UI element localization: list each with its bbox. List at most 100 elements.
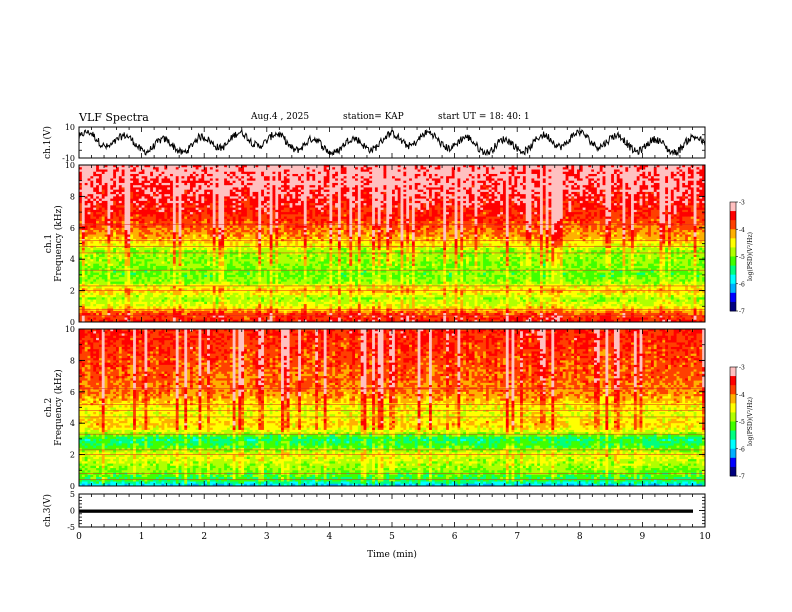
spectrogram-cell xyxy=(614,176,617,179)
spectrogram-cell xyxy=(164,167,167,170)
spectrogram-cell xyxy=(247,176,250,179)
spectrogram-cell xyxy=(597,176,600,179)
spectrogram-cell xyxy=(583,167,586,170)
spectrogram-cell xyxy=(483,176,486,179)
spectrogram-cell xyxy=(110,167,113,170)
spectrogram-cell xyxy=(426,167,429,170)
spectrogram-cell xyxy=(369,176,372,179)
spectrogram-cell xyxy=(85,167,88,170)
spectrogram-cell xyxy=(321,176,324,179)
spectrogram-cell xyxy=(327,176,330,179)
spectrogram-cell xyxy=(423,176,426,179)
spectrogram-cell xyxy=(147,167,150,170)
spectrogram-cell xyxy=(383,176,386,179)
spectrogram-cell xyxy=(460,176,463,179)
spectrogram-cell xyxy=(255,167,258,170)
spectrogram-cell xyxy=(466,176,469,179)
spectrogram-cell xyxy=(514,176,517,179)
spectrogram-cell xyxy=(361,167,364,170)
spectrogram-cell xyxy=(580,167,583,170)
spectrogram-cell xyxy=(358,176,361,179)
spectrogram-cell xyxy=(438,176,441,179)
spectrogram-cell xyxy=(247,167,250,170)
spectrogram-cell xyxy=(543,176,546,179)
spectrogram-cell xyxy=(412,176,415,179)
spectrogram-cell xyxy=(591,176,594,179)
spectrogram-cell xyxy=(628,176,631,179)
spectrogram-cell xyxy=(659,167,662,170)
spectrogram-cell xyxy=(272,176,275,179)
spectrogram-cell xyxy=(523,176,526,179)
spectrogram-cell xyxy=(236,167,239,170)
spectrogram-cell xyxy=(213,176,216,179)
spectrogram-cell xyxy=(534,176,537,179)
spectrogram-cell xyxy=(386,176,389,179)
spectrogram-cell xyxy=(210,176,213,179)
spectrogram-cell xyxy=(688,167,691,170)
spectrogram-cell xyxy=(475,167,478,170)
spectrogram-cell xyxy=(107,167,110,170)
spectrogram-cell xyxy=(563,176,566,179)
spectrogram-cell xyxy=(130,167,133,170)
spectrogram-cell xyxy=(463,167,466,170)
spectrogram-cell xyxy=(657,167,660,170)
spectrogram-cell xyxy=(605,176,608,179)
spectrogram-cell xyxy=(546,167,549,170)
spectrogram-cell xyxy=(275,167,278,170)
spectrogram-cell xyxy=(563,167,566,170)
spectrogram-cell xyxy=(93,167,96,170)
spectrogram-cell xyxy=(415,176,418,179)
spectrogram-cell xyxy=(164,176,167,179)
spectrogram-cell xyxy=(341,167,344,170)
spectrogram-cell xyxy=(315,176,318,179)
spectrogram-cell xyxy=(617,176,620,179)
spectrogram-cell xyxy=(401,167,404,170)
spectrogram-cell xyxy=(583,176,586,179)
spectrogram-cell xyxy=(472,176,475,179)
spectrogram-cell xyxy=(395,167,398,170)
spectrogram-cell xyxy=(517,167,520,170)
spectrogram-cell xyxy=(372,167,375,170)
spectrogram-cell xyxy=(605,167,608,170)
spectrogram-cell xyxy=(344,167,347,170)
spectrogram-cell xyxy=(415,167,418,170)
spectrogram-cell xyxy=(102,167,105,170)
spectrogram-cell xyxy=(153,176,156,179)
spectrogram-cell xyxy=(375,176,378,179)
spectrogram-cell xyxy=(446,176,449,179)
spectrogram-cell xyxy=(125,167,128,170)
spectrogram-cell xyxy=(284,176,287,179)
spectrogram-cell xyxy=(335,167,338,170)
spectrogram-cell xyxy=(560,176,563,179)
spectrogram-cell xyxy=(324,176,327,179)
spectrogram-cell xyxy=(162,167,165,170)
spectrogram-cell xyxy=(392,167,395,170)
spectrogram-cell xyxy=(355,176,358,179)
spectrogram-cell xyxy=(600,176,603,179)
spectrogram-cell xyxy=(597,167,600,170)
spectrogram-cell xyxy=(238,176,241,179)
spectrogram-cell xyxy=(113,176,116,179)
spectrogram-cell xyxy=(665,167,668,170)
spectrogram-cell xyxy=(122,176,125,179)
spectrogram-cell xyxy=(494,176,497,179)
spectrogram-cell xyxy=(640,176,643,179)
spectrogram-cell xyxy=(241,176,244,179)
spectrogram-cell xyxy=(443,176,446,179)
spectrogram-cell xyxy=(142,176,145,179)
spectrogram-cell xyxy=(551,167,554,170)
spectrogram-cell xyxy=(159,176,162,179)
spectrogram-cell xyxy=(406,167,409,170)
spectrogram-cell xyxy=(258,167,261,170)
spectrogram-cell xyxy=(497,176,500,179)
vlf-spectra-figure: 10-10ch.1(V)0246810ch.1Frequency (kHz)-3… xyxy=(0,0,792,612)
spectrogram-cell xyxy=(409,176,412,179)
spectrogram-cell xyxy=(156,176,159,179)
spectrogram-cell xyxy=(207,176,210,179)
spectrogram-cell xyxy=(227,176,230,179)
spectrogram-cell xyxy=(130,176,133,179)
spectrogram-cell xyxy=(577,176,580,179)
spectrogram-cell xyxy=(318,167,321,170)
spectrogram-cell xyxy=(566,176,569,179)
spectrogram-cell xyxy=(585,176,588,179)
